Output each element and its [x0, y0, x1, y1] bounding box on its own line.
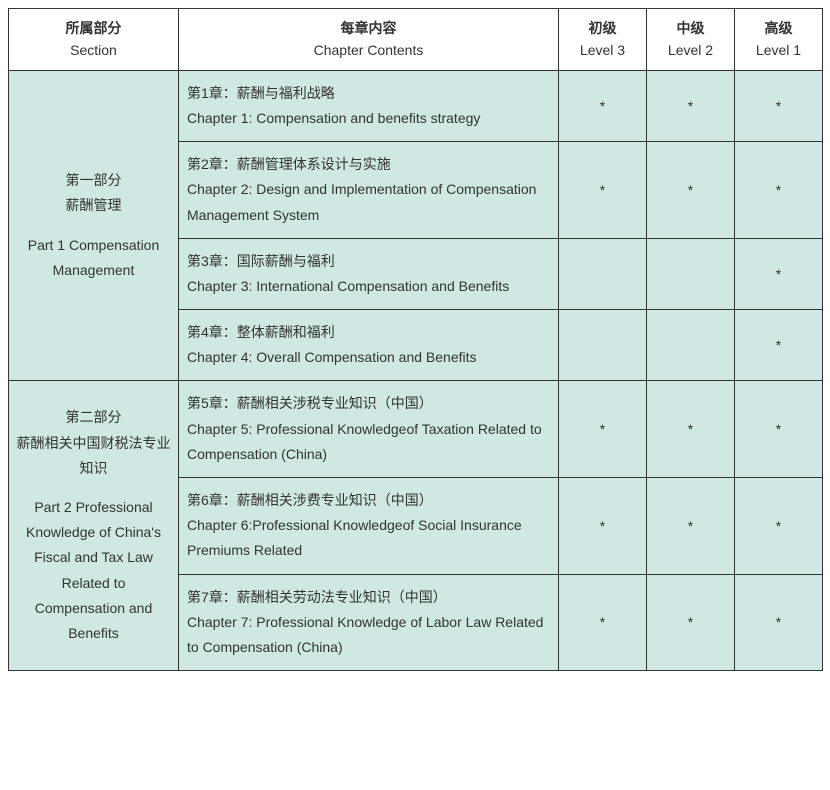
syllabus-table: 所属部分 Section 每章内容 Chapter Contents 初级 Le… [8, 8, 823, 671]
chapter-title-en: Chapter 3: International Compensation an… [187, 274, 550, 299]
header-chapter-en: Chapter Contents [185, 39, 552, 61]
level-cell-l2: * [647, 574, 735, 671]
section-title-cn-line1: 第一部分 [15, 168, 172, 193]
level-cell-l3: * [559, 574, 647, 671]
chapter-title-en: Chapter 6:Professional Knowledgeof Socia… [187, 513, 550, 563]
chapter-title-cn: 第7章：薪酬相关劳动法专业知识（中国） [187, 585, 550, 610]
table-row: 第一部分薪酬管理Part 1 Compensation Management第1… [9, 70, 823, 141]
level-cell-l2: * [647, 70, 735, 141]
section-cell: 第一部分薪酬管理 Part 1 Compensation Management [9, 70, 179, 381]
spacer [15, 481, 172, 495]
header-section: 所属部分 Section [9, 9, 179, 71]
chapter-title-en: Chapter 2: Design and Implementation of … [187, 177, 550, 227]
chapter-title-en: Chapter 5: Professional Knowledgeof Taxa… [187, 417, 550, 467]
section-title-en: Part 1 Compensation Management [15, 233, 172, 283]
chapter-title-en: Chapter 7: Professional Knowledge of Lab… [187, 610, 550, 660]
level-cell-l2 [647, 238, 735, 309]
chapter-cell: 第3章：国际薪酬与福利Chapter 3: International Comp… [179, 238, 559, 309]
chapter-cell: 第1章：薪酬与福利战略Chapter 1: Compensation and b… [179, 70, 559, 141]
level-cell-l1: * [735, 70, 823, 141]
header-level2: 中级 Level 2 [647, 9, 735, 71]
header-level1-cn: 高级 [741, 17, 816, 39]
chapter-title-cn: 第3章：国际薪酬与福利 [187, 249, 550, 274]
header-chapter-cn: 每章内容 [185, 17, 552, 39]
chapter-title-en: Chapter 1: Compensation and benefits str… [187, 106, 550, 131]
level-cell-l1: * [735, 478, 823, 575]
level-cell-l1: * [735, 310, 823, 381]
level-cell-l3: * [559, 478, 647, 575]
table-row: 第二部分薪酬相关中国财税法专业知识Part 2 Professional Kno… [9, 381, 823, 478]
header-section-en: Section [15, 39, 172, 61]
level-cell-l2: * [647, 381, 735, 478]
section-title-cn-line1: 第二部分 [15, 405, 172, 430]
chapter-cell: 第2章：薪酬管理体系设计与实施Chapter 2: Design and Imp… [179, 142, 559, 239]
header-level3-en: Level 3 [565, 39, 640, 61]
level-cell-l2: * [647, 142, 735, 239]
header-level1: 高级 Level 1 [735, 9, 823, 71]
chapter-title-cn: 第4章：整体薪酬和福利 [187, 320, 550, 345]
level-cell-l3: * [559, 142, 647, 239]
chapter-title-en: Chapter 4: Overall Compensation and Bene… [187, 345, 550, 370]
level-cell-l1: * [735, 238, 823, 309]
level-cell-l1: * [735, 142, 823, 239]
chapter-title-cn: 第5章：薪酬相关涉税专业知识（中国） [187, 391, 550, 416]
level-cell-l3 [559, 238, 647, 309]
level-cell-l2: * [647, 478, 735, 575]
header-level1-en: Level 1 [741, 39, 816, 61]
chapter-cell: 第6章：薪酬相关涉费专业知识（中国）Chapter 6:Professional… [179, 478, 559, 575]
header-section-cn: 所属部分 [15, 17, 172, 39]
chapter-title-cn: 第6章：薪酬相关涉费专业知识（中国） [187, 488, 550, 513]
header-level2-cn: 中级 [653, 17, 728, 39]
section-cell: 第二部分薪酬相关中国财税法专业知识 Part 2 Professional Kno… [9, 381, 179, 671]
table-header-row: 所属部分 Section 每章内容 Chapter Contents 初级 Le… [9, 9, 823, 71]
level-cell-l3: * [559, 70, 647, 141]
chapter-cell: 第4章：整体薪酬和福利Chapter 4: Overall Compensati… [179, 310, 559, 381]
level-cell-l1: * [735, 381, 823, 478]
level-cell-l2 [647, 310, 735, 381]
section-title-cn-line2: 薪酬管理 [15, 193, 172, 218]
table-body: 第一部分薪酬管理 Part 1 Compensation Management 第1… [9, 70, 823, 670]
chapter-cell: 第5章：薪酬相关涉税专业知识（中国）Chapter 5: Professiona… [179, 381, 559, 478]
chapter-title-cn: 第1章：薪酬与福利战略 [187, 81, 550, 106]
header-level3-cn: 初级 [565, 17, 640, 39]
chapter-cell: 第7章：薪酬相关劳动法专业知识（中国）Chapter 7: Profession… [179, 574, 559, 671]
header-chapter: 每章内容 Chapter Contents [179, 9, 559, 71]
chapter-title-cn: 第2章：薪酬管理体系设计与实施 [187, 152, 550, 177]
section-title-cn-line2: 薪酬相关中国财税法专业知识 [15, 431, 172, 481]
level-cell-l1: * [735, 574, 823, 671]
header-level3: 初级 Level 3 [559, 9, 647, 71]
section-title-en: Part 2 Professional Knowledge of China's… [15, 495, 172, 646]
spacer [15, 219, 172, 233]
level-cell-l3 [559, 310, 647, 381]
level-cell-l3: * [559, 381, 647, 478]
header-level2-en: Level 2 [653, 39, 728, 61]
